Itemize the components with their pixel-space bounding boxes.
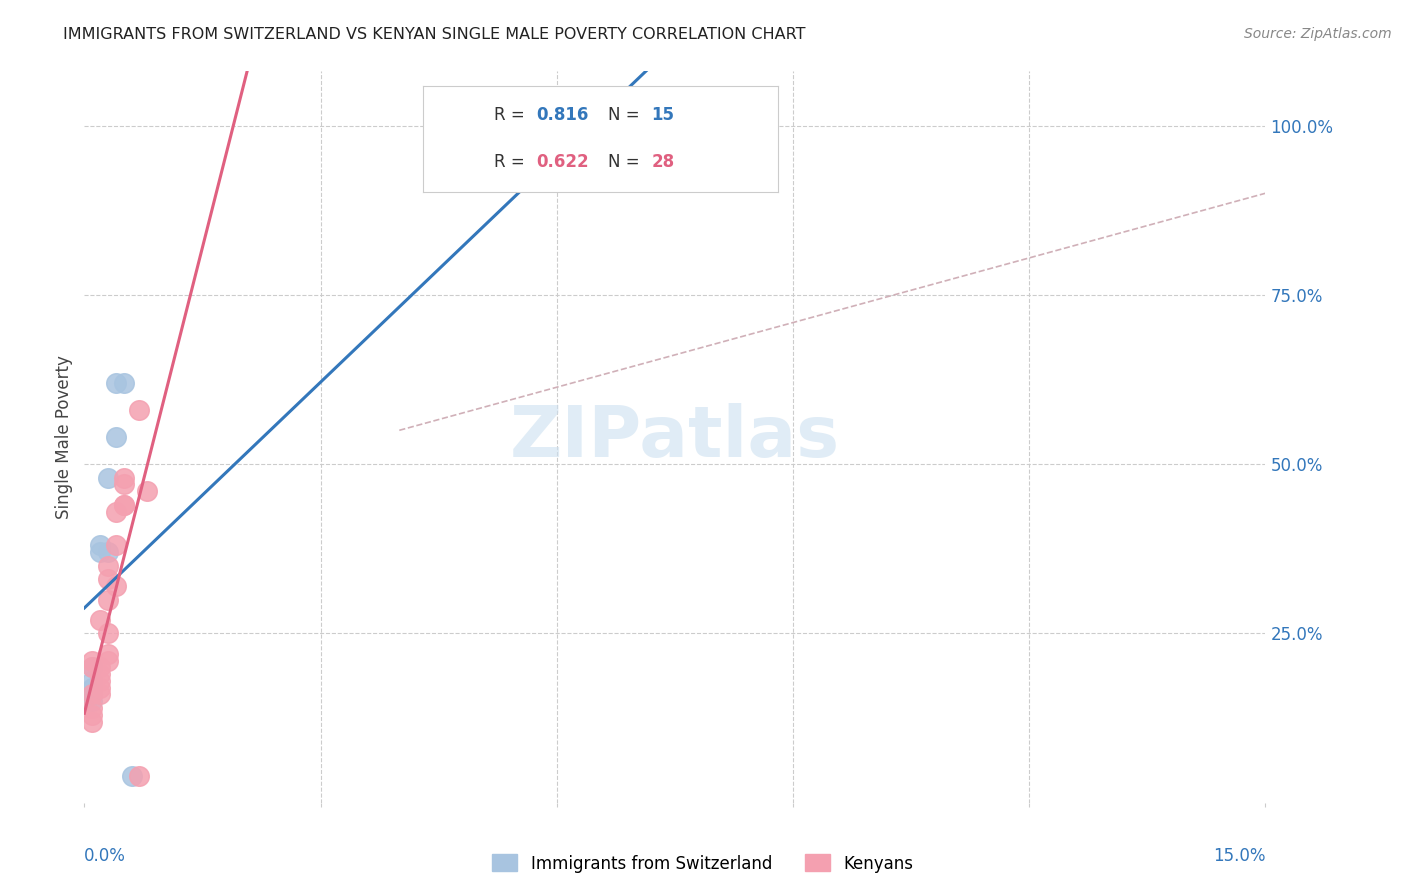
Point: [82, 688, 104, 702]
Point: [104, 430, 127, 444]
Point: [112, 477, 135, 491]
Point: [97, 572, 120, 586]
Text: 0.816: 0.816: [537, 105, 589, 123]
Point: [112, 498, 135, 512]
Y-axis label: Single Male Poverty: Single Male Poverty: [55, 355, 73, 519]
Point: [104, 505, 127, 519]
Point: [82, 660, 104, 674]
Text: 0.0%: 0.0%: [84, 847, 127, 864]
Point: [609, 105, 631, 120]
Text: 15.0%: 15.0%: [1213, 847, 1265, 864]
Point: [82, 654, 104, 668]
Point: [112, 376, 135, 390]
Point: [82, 673, 104, 688]
Point: [82, 660, 104, 674]
FancyBboxPatch shape: [439, 101, 484, 128]
Point: [89, 538, 111, 552]
Point: [82, 688, 104, 702]
Point: [121, 769, 143, 783]
Point: [128, 403, 150, 417]
Point: [97, 654, 120, 668]
Point: [97, 545, 120, 559]
FancyBboxPatch shape: [439, 148, 484, 176]
Point: [82, 681, 104, 695]
Text: R =: R =: [494, 153, 530, 171]
Point: [97, 471, 120, 485]
Point: [97, 647, 120, 661]
Point: [128, 769, 150, 783]
Point: [97, 626, 120, 640]
Text: 15: 15: [651, 105, 675, 123]
Point: [82, 701, 104, 715]
Point: [97, 592, 120, 607]
Text: Source: ZipAtlas.com: Source: ZipAtlas.com: [1244, 27, 1392, 41]
Legend: Immigrants from Switzerland, Kenyans: Immigrants from Switzerland, Kenyans: [485, 847, 921, 880]
Point: [136, 484, 159, 499]
Text: IMMIGRANTS FROM SWITZERLAND VS KENYAN SINGLE MALE POVERTY CORRELATION CHART: IMMIGRANTS FROM SWITZERLAND VS KENYAN SI…: [63, 27, 806, 42]
Point: [82, 707, 104, 722]
Point: [89, 545, 111, 559]
Text: N =: N =: [607, 153, 644, 171]
Point: [82, 694, 104, 708]
Text: 28: 28: [651, 153, 675, 171]
Point: [112, 471, 135, 485]
Point: [89, 688, 111, 702]
Point: [104, 538, 127, 552]
Point: [89, 660, 111, 674]
Point: [82, 714, 104, 729]
Point: [89, 673, 111, 688]
Text: 0.622: 0.622: [537, 153, 589, 171]
Point: [82, 688, 104, 702]
Point: [89, 667, 111, 681]
Point: [104, 579, 127, 593]
Point: [112, 498, 135, 512]
Point: [89, 681, 111, 695]
Text: R =: R =: [494, 105, 530, 123]
Point: [97, 558, 120, 573]
Text: ZIPatlas: ZIPatlas: [510, 402, 839, 472]
Point: [89, 613, 111, 627]
Point: [104, 376, 127, 390]
Text: N =: N =: [607, 105, 644, 123]
